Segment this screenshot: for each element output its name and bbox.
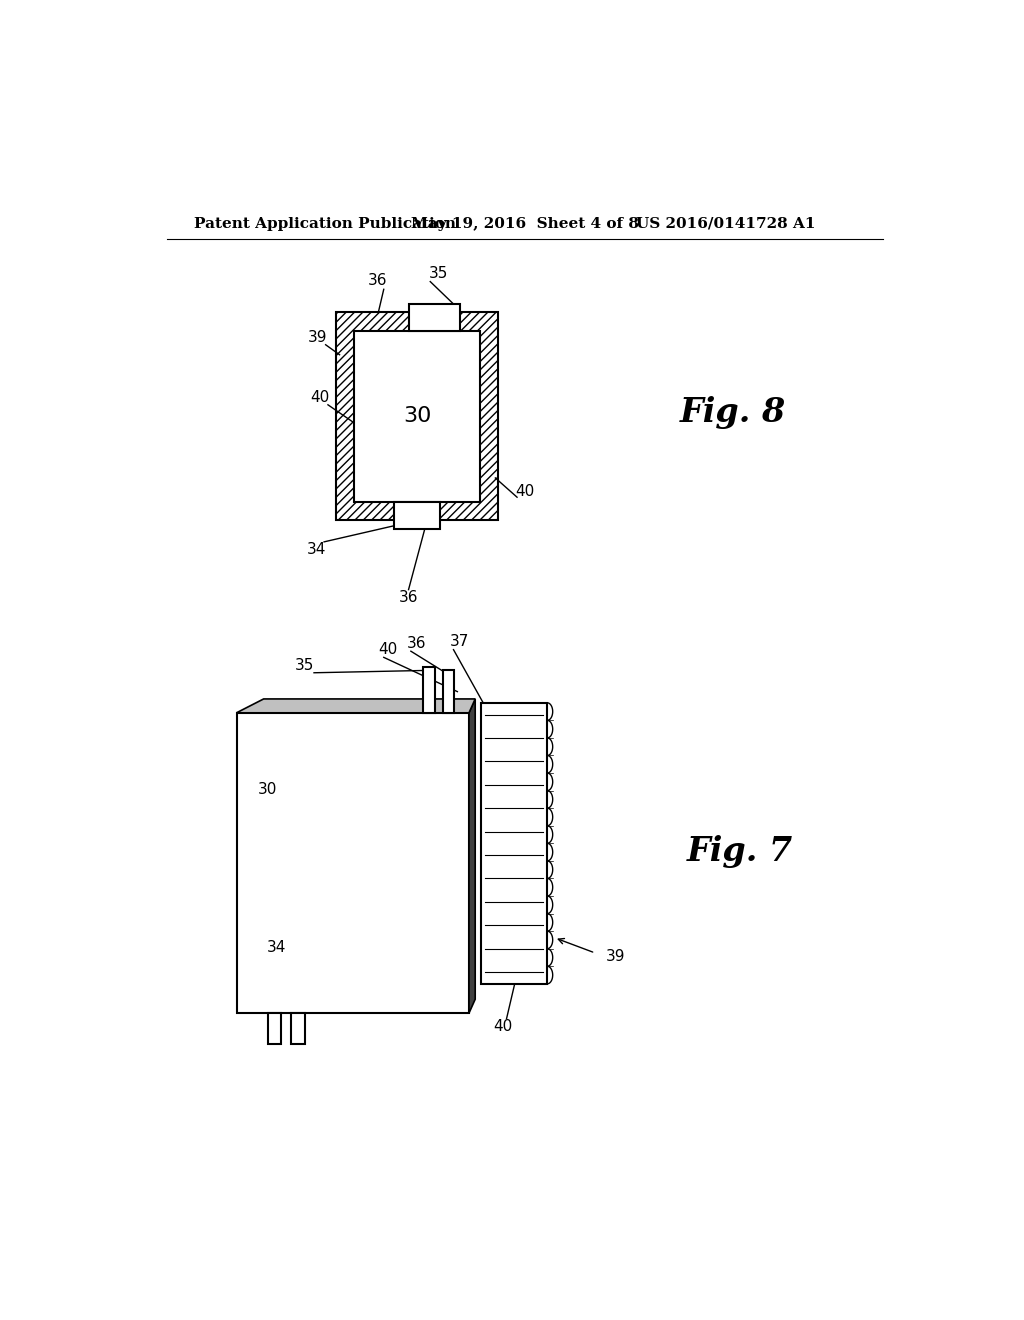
Polygon shape [442,671,454,713]
Polygon shape [237,700,475,713]
Text: 35: 35 [295,657,314,673]
Polygon shape [394,502,440,529]
Text: 30: 30 [258,783,278,797]
Polygon shape [423,667,435,713]
Text: 35: 35 [428,267,447,281]
Text: 40: 40 [310,389,330,405]
Text: 36: 36 [398,590,418,605]
Text: 34: 34 [306,543,326,557]
Polygon shape [336,313,499,520]
Text: 40: 40 [515,483,535,499]
Text: Fig. 8: Fig. 8 [679,396,785,429]
Text: 34: 34 [267,940,287,956]
Text: 39: 39 [605,949,625,965]
Text: 30: 30 [402,407,431,426]
Text: May 19, 2016  Sheet 4 of 8: May 19, 2016 Sheet 4 of 8 [411,216,639,231]
Text: Patent Application Publication: Patent Application Publication [194,216,456,231]
Text: Fig. 7: Fig. 7 [687,836,794,869]
Text: 39: 39 [308,330,328,345]
Text: 40: 40 [378,642,397,657]
Polygon shape [354,331,480,502]
Text: US 2016/0141728 A1: US 2016/0141728 A1 [636,216,815,231]
Polygon shape [291,1014,305,1044]
Polygon shape [267,1014,282,1044]
Polygon shape [481,702,547,983]
Polygon shape [237,713,469,1014]
Text: 36: 36 [407,636,426,651]
Polygon shape [410,304,460,331]
Text: 40: 40 [494,1019,512,1034]
Text: 37: 37 [450,635,469,649]
Text: 36: 36 [368,272,387,288]
Polygon shape [469,700,475,1014]
